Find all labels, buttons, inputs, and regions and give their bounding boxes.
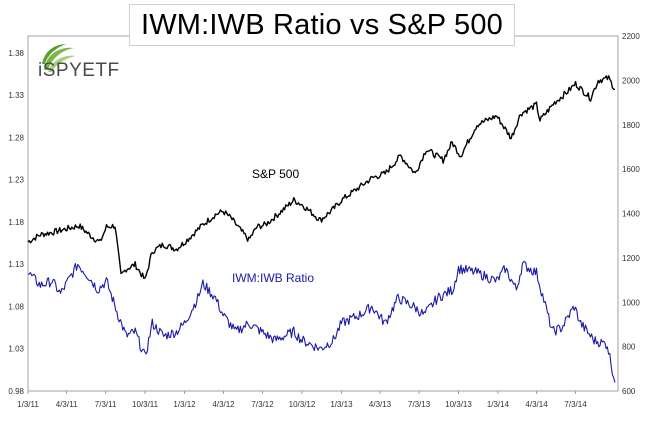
x-tick-label: 4/3/13 [369,400,392,409]
series-layer [27,75,616,383]
left-tick-label: 1.13 [8,260,24,269]
left-tick-label: 0.98 [8,387,24,396]
x-tick-label: 10/3/11 [132,400,159,409]
x-tick-label: 1/3/11 [17,400,39,409]
right-tick-label: 1600 [622,165,640,174]
sp500-series-line [27,75,615,280]
right-tick-label: 2200 [622,32,640,41]
right-tick-label: 1000 [622,298,640,307]
ispyetf-logo: iSPYETF [32,42,152,92]
chart-title: IWM:IWB Ratio vs S&P 500 [140,8,504,41]
x-axis-ticks: 1/3/11 4/3/11 7/3/11 10/3/11 1/3/12 4/3/12 7/3… [17,391,587,409]
left-tick-label: 1.23 [8,176,24,185]
x-tick-label: 1/3/12 [173,400,196,409]
x-tick-label: 7/3/11 [95,400,117,409]
logo-text: iSPYETF [38,60,120,81]
left-tick-label: 1.28 [8,133,24,142]
left-axis-ticks: 0.98 1.03 1.08 1.13 1.18 1.23 1.28 1.33 1.38 [8,49,24,396]
left-tick-label: 1.38 [8,49,24,58]
x-tick-label: 7/3/14 [564,400,587,409]
left-tick-label: 1.18 [8,218,24,227]
left-tick-label: 1.08 [8,302,24,311]
x-tick-label: 1/3/14 [487,400,510,409]
x-tick-label: 4/3/11 [56,400,78,409]
left-tick-label: 1.33 [8,91,24,100]
right-tick-label: 600 [622,387,636,396]
right-axis-ticks: 600 800 1000 1200 1400 1600 1800 2000 2200 [622,32,640,396]
logo-swirl-icon [42,44,76,72]
x-tick-label: 4/3/14 [525,400,548,409]
left-tick-label: 1.03 [8,345,24,354]
x-tick-label: 10/3/12 [289,400,316,409]
right-tick-label: 1400 [622,210,640,219]
x-tick-label: 1/3/13 [330,400,353,409]
x-tick-label: 7/3/13 [408,400,431,409]
ratio-series-line [27,260,616,383]
x-tick-label: 4/3/12 [212,400,235,409]
x-tick-label: 7/3/12 [251,400,274,409]
right-tick-label: 800 [622,343,636,352]
x-tick-label: 10/3/13 [445,400,472,409]
sp500-series-label: S&P 500 [252,167,299,181]
ratio-series-label: IWM:IWB Ratio [232,271,314,285]
right-tick-label: 1200 [622,254,640,263]
right-tick-label: 1800 [622,121,640,130]
chart-title-box: IWM:IWB Ratio vs S&P 500 [129,4,515,46]
right-tick-label: 2000 [622,76,640,85]
